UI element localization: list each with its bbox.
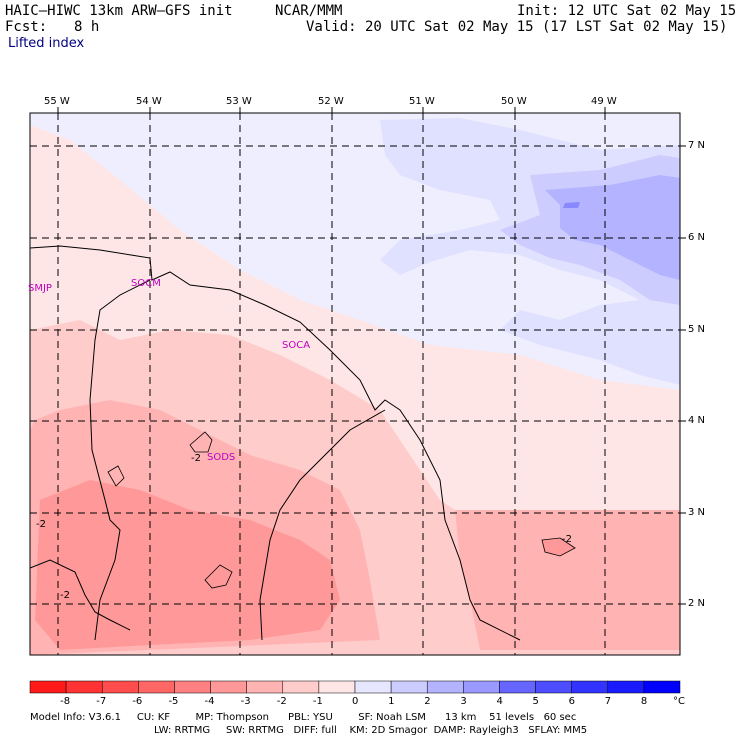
colorbar-tick-label: -7 — [96, 696, 107, 707]
lon-ticks — [57, 107, 606, 113]
colorbar-swatch — [174, 680, 211, 694]
lon-label: 54 W — [136, 96, 162, 107]
colorbar-tick-label: -5 — [168, 696, 179, 707]
colorbar-tick-label: 3 — [460, 696, 467, 707]
lon-label: 52 W — [318, 96, 344, 107]
colorbar-tick-label: 2 — [424, 696, 431, 707]
colorbar-tick-label: 7 — [604, 696, 612, 707]
lat-label: 5 N — [688, 324, 706, 335]
contour-label: -2 — [562, 534, 572, 545]
colorbar-tick-label: 8 — [640, 696, 648, 707]
colorbar-tick-label: -8 — [60, 696, 71, 707]
colorbar-tick-label: 6 — [568, 696, 576, 707]
contour-label: -2 — [60, 590, 70, 601]
graticule — [30, 113, 680, 655]
colorbar-swatch — [101, 680, 139, 694]
lat-label: 2 N — [688, 598, 706, 609]
colorbar — [29, 680, 681, 694]
colorbar-swatch — [138, 680, 175, 694]
colorbar-swatch — [318, 680, 356, 694]
lat-label: 4 N — [688, 415, 706, 426]
contour-label: -2 — [36, 519, 46, 530]
colorbar-swatch — [390, 680, 428, 694]
fcst-label: Fcst: — [5, 19, 48, 35]
shade-offshore — [455, 510, 680, 650]
contours-minus2 — [107, 431, 576, 589]
lat-label: 6 N — [688, 232, 706, 243]
lon-label: 49 W — [591, 96, 617, 107]
colorbar-tick-label: 4 — [496, 696, 503, 707]
colorbar-swatch — [607, 680, 645, 694]
model-info-line2: LW: RRTMG SW: RRTMG DIFF: full KM: 2D Sm… — [154, 725, 588, 736]
colorbar-swatch — [463, 680, 500, 694]
fcst-value: 8 h — [74, 19, 100, 35]
colorbar-unit: °C — [673, 696, 685, 707]
station-label: SOCA — [282, 340, 311, 351]
map-frame — [29, 112, 681, 656]
org-label: NCAR/MMM — [275, 3, 343, 19]
colorbar-swatch — [282, 680, 320, 694]
colorbar-swatch — [571, 680, 609, 694]
station-label: SODS — [207, 452, 236, 463]
colorbar-tick-label: -3 — [240, 696, 251, 707]
valid-time: Valid: 20 UTC Sat 02 May 15 (17 LST Sat … — [306, 19, 728, 35]
coastlines — [30, 245, 521, 641]
colorbar-tick-label: 5 — [532, 696, 539, 707]
colorbar-swatch — [29, 680, 67, 694]
lat-label: 3 N — [688, 507, 706, 518]
colorbar-swatch — [499, 680, 536, 694]
model-info-line1: Model Info: V3.6.1 CU: KF MP: Thompson P… — [30, 712, 577, 723]
colorbar-tick-label: 1 — [388, 696, 395, 707]
colorbar-tick-label: -6 — [132, 696, 143, 707]
lat-label: 7 N — [688, 140, 706, 151]
init-time: Init: 12 UTC Sat 02 May 15 — [517, 3, 737, 19]
shade-3-4 — [545, 175, 680, 280]
field-name: Lifted index — [8, 36, 85, 51]
shade-minus3-4 — [35, 480, 340, 650]
colorbar-swatch — [210, 680, 247, 694]
colorbar-swatch — [65, 680, 103, 694]
colorbar-tick-label: -4 — [204, 696, 215, 707]
lon-label: 51 W — [409, 96, 435, 107]
lon-label: 53 W — [226, 96, 252, 107]
colorbar-tick-label: -2 — [276, 696, 287, 707]
shade-4 — [563, 202, 580, 208]
lon-label: 55 W — [44, 96, 70, 107]
colorbar-swatch — [643, 680, 681, 694]
colorbar-tick-label: -1 — [312, 696, 323, 707]
colorbar-swatch — [426, 680, 464, 694]
contour-label: -2 — [191, 453, 201, 464]
colorbar-swatch — [535, 680, 572, 694]
lon-label: 50 W — [501, 96, 527, 107]
colorbar-swatch — [354, 680, 392, 694]
colorbar-tick-label: 0 — [352, 696, 359, 707]
station-label: SOCM — [131, 278, 161, 289]
lat-ticks — [680, 145, 686, 605]
colorbar-swatch — [246, 680, 284, 694]
station-label: SMJP — [28, 283, 52, 294]
model-title: HAIC–HIWC 13km ARW–GFS init — [5, 3, 233, 19]
